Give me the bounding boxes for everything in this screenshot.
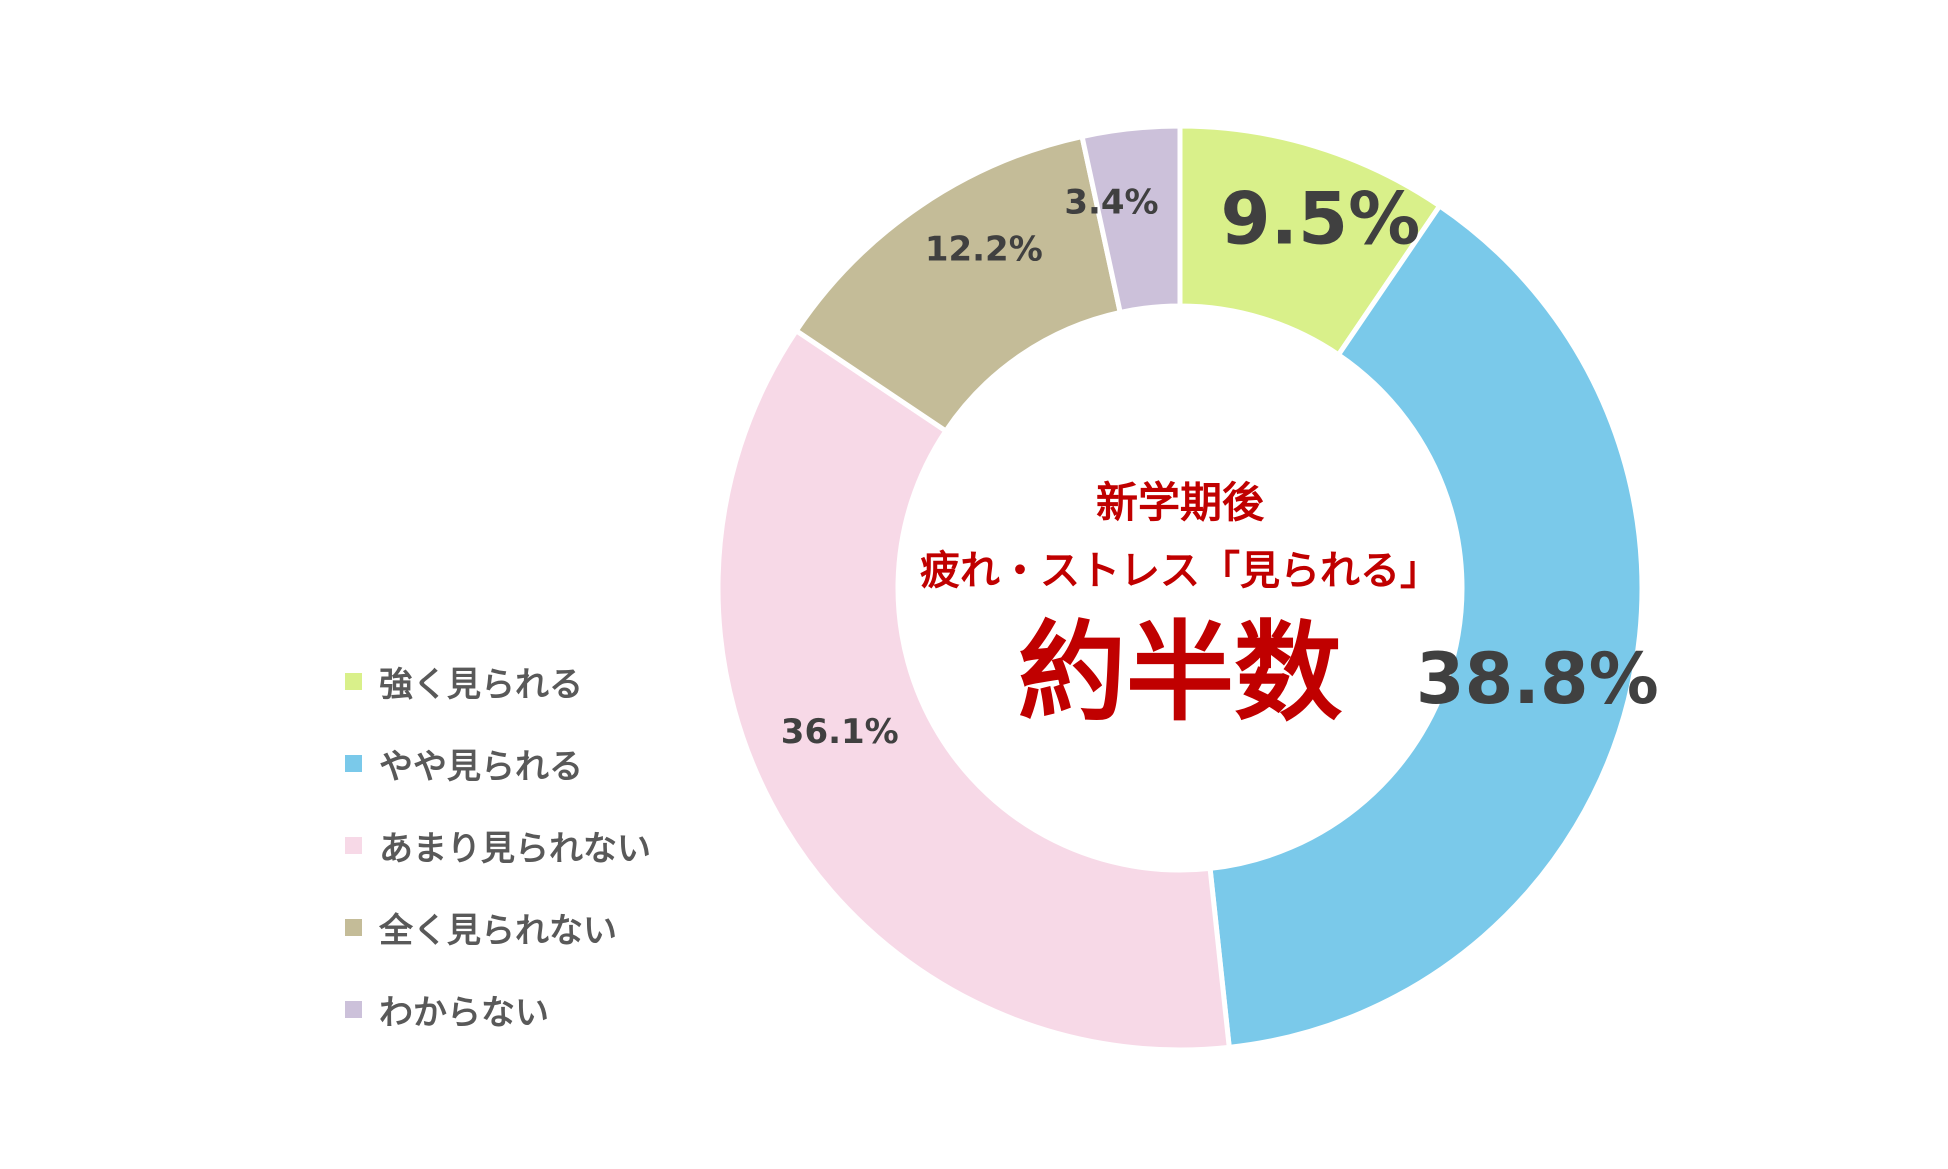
- center-text-line2: 疲れ・ストレス「見られる」: [920, 548, 1440, 594]
- legend-label: 全く見られない: [379, 910, 617, 951]
- donut-slice: [1079, 123, 1183, 316]
- slice-value-label: 3.4%: [1064, 183, 1158, 223]
- slice-value-label: 9.5%: [1221, 177, 1421, 261]
- donut-slice: [715, 327, 1233, 1053]
- legend-item: やや見られる: [345, 722, 725, 804]
- donut-slice: [1207, 202, 1645, 1051]
- slice-value-label: 12.2%: [925, 229, 1043, 269]
- legend-swatch: [345, 918, 362, 936]
- legend-swatch: [345, 1000, 362, 1018]
- center-text-line3: 約半数: [1018, 611, 1342, 736]
- legend-item: わからない: [345, 968, 725, 1050]
- legend-label: あまり見られない: [379, 828, 651, 869]
- slice-value-label: 36.1%: [781, 712, 899, 752]
- slice-value-labels: 9.5% 38.8% 36.1% 12.2% 3.4%: [781, 177, 1659, 752]
- legend-swatch: [345, 672, 362, 690]
- legend-item: 強く見られる: [345, 640, 725, 722]
- legend-swatch: [345, 754, 362, 772]
- legend-item: あまり見られない: [345, 804, 725, 886]
- center-annotation: 新学期後 疲れ・ストレス「見られる」 約半数: [920, 478, 1440, 736]
- slice-value-label: 38.8%: [1416, 638, 1659, 720]
- legend-label: やや見られる: [379, 746, 583, 787]
- legend-swatch: [345, 836, 362, 854]
- legend-label: 強く見られる: [379, 664, 583, 705]
- center-text-line1: 新学期後: [1096, 478, 1265, 527]
- chart-legend: 強く見られる やや見られる あまり見られない 全く見られない わからない: [345, 640, 725, 1050]
- legend-item: 全く見られない: [345, 886, 725, 968]
- legend-label: わからない: [379, 992, 549, 1033]
- donut-slices: [715, 123, 1645, 1053]
